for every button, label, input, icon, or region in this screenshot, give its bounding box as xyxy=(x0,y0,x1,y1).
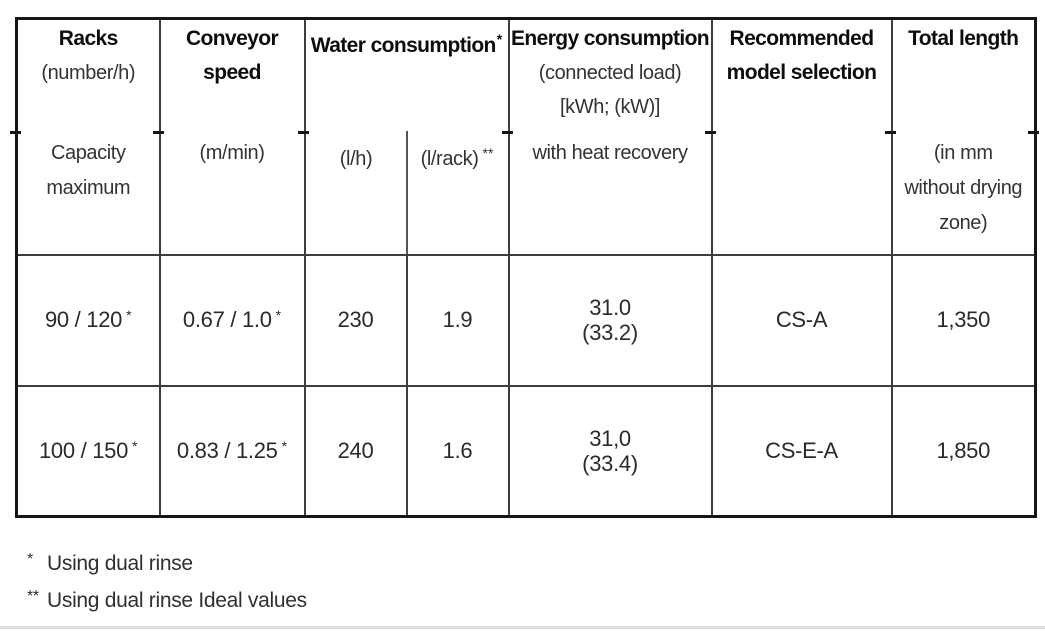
footnote-marker: * xyxy=(126,307,132,323)
energy-subtitle-line1: (connected load) xyxy=(538,62,682,84)
energy-value-kwh: 31.0 xyxy=(589,295,631,320)
cell-total-length: 1,850 xyxy=(890,384,1037,518)
racks-title: Racks xyxy=(58,27,118,50)
col-header-water-consumption: Water consumption* (l/h) (l/rack) ** xyxy=(303,17,510,256)
col-header-energy-consumption: Energy consumption (connected load) [kWh… xyxy=(507,17,713,256)
cell-conveyor-speed: 0.67 / 1.0 * xyxy=(158,253,306,387)
footnote-dual-rinse-ideal: ** Using dual rinse Ideal values xyxy=(15,583,307,620)
energy-subtitle-line2: [kWh; (kW)] xyxy=(560,96,661,118)
header-subrow-tick xyxy=(705,131,716,134)
footnote-marker: * xyxy=(275,307,282,323)
length-title: Total length xyxy=(908,27,1019,50)
header-subrow-tick xyxy=(1028,131,1039,134)
water-unit-lh: (l/h) xyxy=(339,148,373,170)
water-subcolumn-divider xyxy=(405,131,408,254)
conveyor-title-line1: Conveyor xyxy=(185,27,279,50)
cell-water-lrack: 1.6 xyxy=(405,384,510,518)
header-subrow-tick xyxy=(502,131,513,134)
footnote-marker: ** xyxy=(27,588,39,605)
energy-value-kw: (33.2) xyxy=(582,320,638,345)
water-unit-lrack-footnote-marker: ** xyxy=(482,145,494,161)
energy-unit: with heat recovery xyxy=(532,142,688,164)
header-subrow-tick xyxy=(10,131,21,134)
water-title-footnote-marker: * xyxy=(496,31,503,47)
footnote-text: Using dual rinse xyxy=(47,552,193,575)
cell-water-lh: 240 xyxy=(303,384,408,518)
header-subrow-tick xyxy=(153,131,164,134)
model-title-line2: model selection xyxy=(726,61,877,84)
cell-total-length: 1,350 xyxy=(890,253,1037,387)
col-header-model-selection: Recommended model selection xyxy=(710,17,893,256)
model-title-line1: Recommended xyxy=(729,27,875,50)
cell-model: CS-E-A xyxy=(710,384,893,518)
footnote-dual-rinse: * Using dual rinse xyxy=(15,546,307,583)
racks-subtitle: (number/h) xyxy=(41,62,136,84)
col-header-racks: Racks (number/h) Capacity maximum xyxy=(15,17,161,256)
table-row: 90 / 120 * 0.67 / 1.0 * 230 1.9 31.0 (33.2… xyxy=(15,253,1037,387)
water-title: Water consumption xyxy=(310,34,497,57)
spec-table: Racks (number/h) Capacity maximum Convey… xyxy=(15,17,1038,518)
col-header-conveyor-speed: Conveyor speed (m/min) xyxy=(158,17,306,256)
length-unit-line1: (in mm xyxy=(933,142,993,164)
footnote-marker: * xyxy=(281,437,288,454)
footnote-text: Using dual rinse Ideal values xyxy=(47,589,307,612)
energy-value-kw: (33.4) xyxy=(582,450,638,476)
conveyor-title-line2: speed xyxy=(203,61,261,84)
header-subrow-tick xyxy=(885,131,896,134)
footnote-marker: * xyxy=(27,551,33,568)
racks-unit-line1: Capacity xyxy=(50,142,126,164)
cell-model: CS-A xyxy=(710,253,893,387)
header-subrow-tick xyxy=(298,131,309,134)
cell-energy: 31,0 (33.4) xyxy=(507,384,713,518)
col-header-total-length: Total length (in mm without drying zone) xyxy=(890,17,1037,256)
footnote-marker: * xyxy=(132,437,138,454)
cell-water-lh: 230 xyxy=(303,253,408,387)
table-row: 100 / 150 * 0.83 / 1.25 * 240 1.6 31,0 (33… xyxy=(15,384,1037,518)
cell-racks: 100 / 150 * xyxy=(15,384,161,518)
cell-racks: 90 / 120 * xyxy=(15,253,161,387)
cell-water-lrack: 1.9 xyxy=(405,253,510,387)
bottom-divider xyxy=(0,626,1045,629)
footnotes: * Using dual rinse ** Using dual rinse Ide… xyxy=(15,546,307,620)
racks-unit-line2: maximum xyxy=(46,177,131,199)
energy-title: Energy consumption xyxy=(510,27,710,50)
header-row: Racks (number/h) Capacity maximum Convey… xyxy=(15,17,1037,256)
water-unit-lrack: (l/rack) xyxy=(420,148,479,170)
conveyor-unit: (m/min) xyxy=(199,142,265,164)
cell-conveyor-speed: 0.83 / 1.25 * xyxy=(158,384,306,518)
cell-energy: 31.0 (33.2) xyxy=(507,253,713,387)
length-unit-line2: without drying xyxy=(904,177,1023,199)
energy-value-kwh: 31,0 xyxy=(589,425,631,451)
length-unit-line3: zone) xyxy=(939,212,988,234)
